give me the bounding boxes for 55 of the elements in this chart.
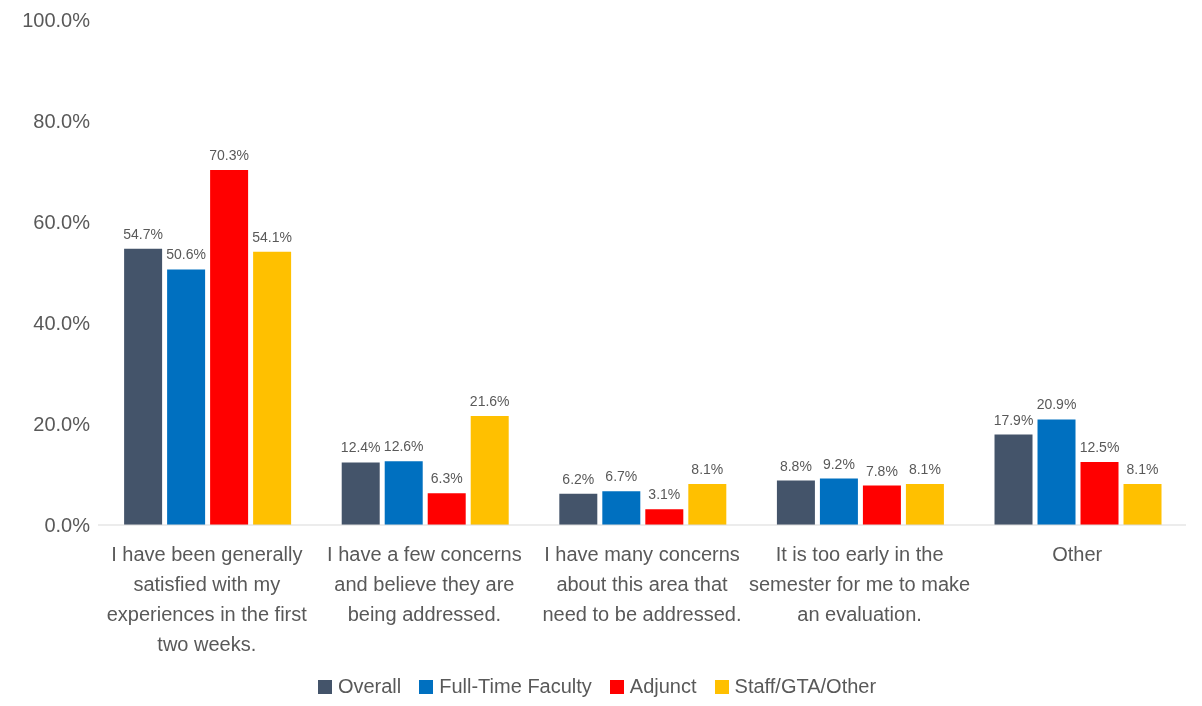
x-tick-label: It is too early in the semester for me to make an evaluation.	[749, 543, 971, 625]
bar	[1080, 461, 1119, 525]
y-tick-label: 80.0%	[33, 110, 91, 133]
bar	[688, 484, 727, 525]
bar	[776, 480, 815, 525]
bar	[819, 478, 858, 525]
data-label: 12.6%	[383, 438, 424, 455]
legend-label: Full-Time Faculty	[438, 675, 592, 698]
data-label: 6.2%	[562, 470, 595, 487]
bar	[1037, 419, 1076, 525]
y-tick-label: 0.0%	[44, 514, 91, 537]
y-tick-label: 100.0%	[22, 9, 91, 32]
data-label: 21.6%	[469, 392, 510, 409]
data-label: 54.1%	[252, 228, 292, 245]
bar	[862, 485, 901, 525]
data-label: 3.1%	[648, 486, 681, 503]
data-label: 8.1%	[691, 461, 724, 478]
x-tick-label: I have a few concerns and believe they are being addressed.	[327, 543, 522, 625]
data-label: 12.5%	[1079, 438, 1120, 455]
bar	[994, 434, 1033, 525]
data-label: 7.8%	[865, 462, 898, 479]
x-tick-label: I have been generally satisfied with my experiences in the first two weeks.	[106, 543, 308, 655]
bar	[905, 484, 944, 525]
bar	[253, 251, 292, 525]
data-label: 9.2%	[822, 455, 855, 472]
x-tick-label: Other	[1052, 543, 1103, 565]
y-tick-label: 20.0%	[33, 413, 91, 436]
bar	[427, 493, 466, 525]
data-label: 8.1%	[908, 461, 941, 478]
data-label: 12.4%	[340, 439, 381, 456]
data-label: 6.3%	[430, 470, 463, 487]
y-tick-label: 40.0%	[33, 312, 91, 335]
x-tick-label: I have many concerns about this area that need to be addressed.	[542, 543, 742, 625]
legend-label: Adjunct	[628, 675, 697, 698]
data-label: 20.9%	[1036, 396, 1077, 413]
bar	[124, 248, 163, 525]
bar	[645, 509, 684, 525]
bar	[341, 462, 380, 525]
data-label: 54.7%	[123, 225, 163, 242]
bar	[210, 169, 249, 525]
bar	[1123, 484, 1162, 525]
bar	[470, 415, 509, 525]
bar	[602, 491, 641, 525]
legend-label: Staff/GTA/Other	[733, 675, 877, 698]
bar	[384, 461, 423, 525]
data-label: 70.3%	[209, 146, 249, 163]
y-tick-label: 60.0%	[33, 211, 91, 234]
legend-label: Overall	[336, 675, 402, 698]
bar	[559, 493, 598, 525]
data-label: 8.1%	[1126, 461, 1159, 478]
data-label: 50.6%	[166, 246, 206, 263]
data-label: 6.7%	[605, 468, 638, 485]
data-label: 8.8%	[779, 457, 812, 474]
data-label: 17.9%	[993, 411, 1034, 428]
bar	[167, 269, 206, 525]
